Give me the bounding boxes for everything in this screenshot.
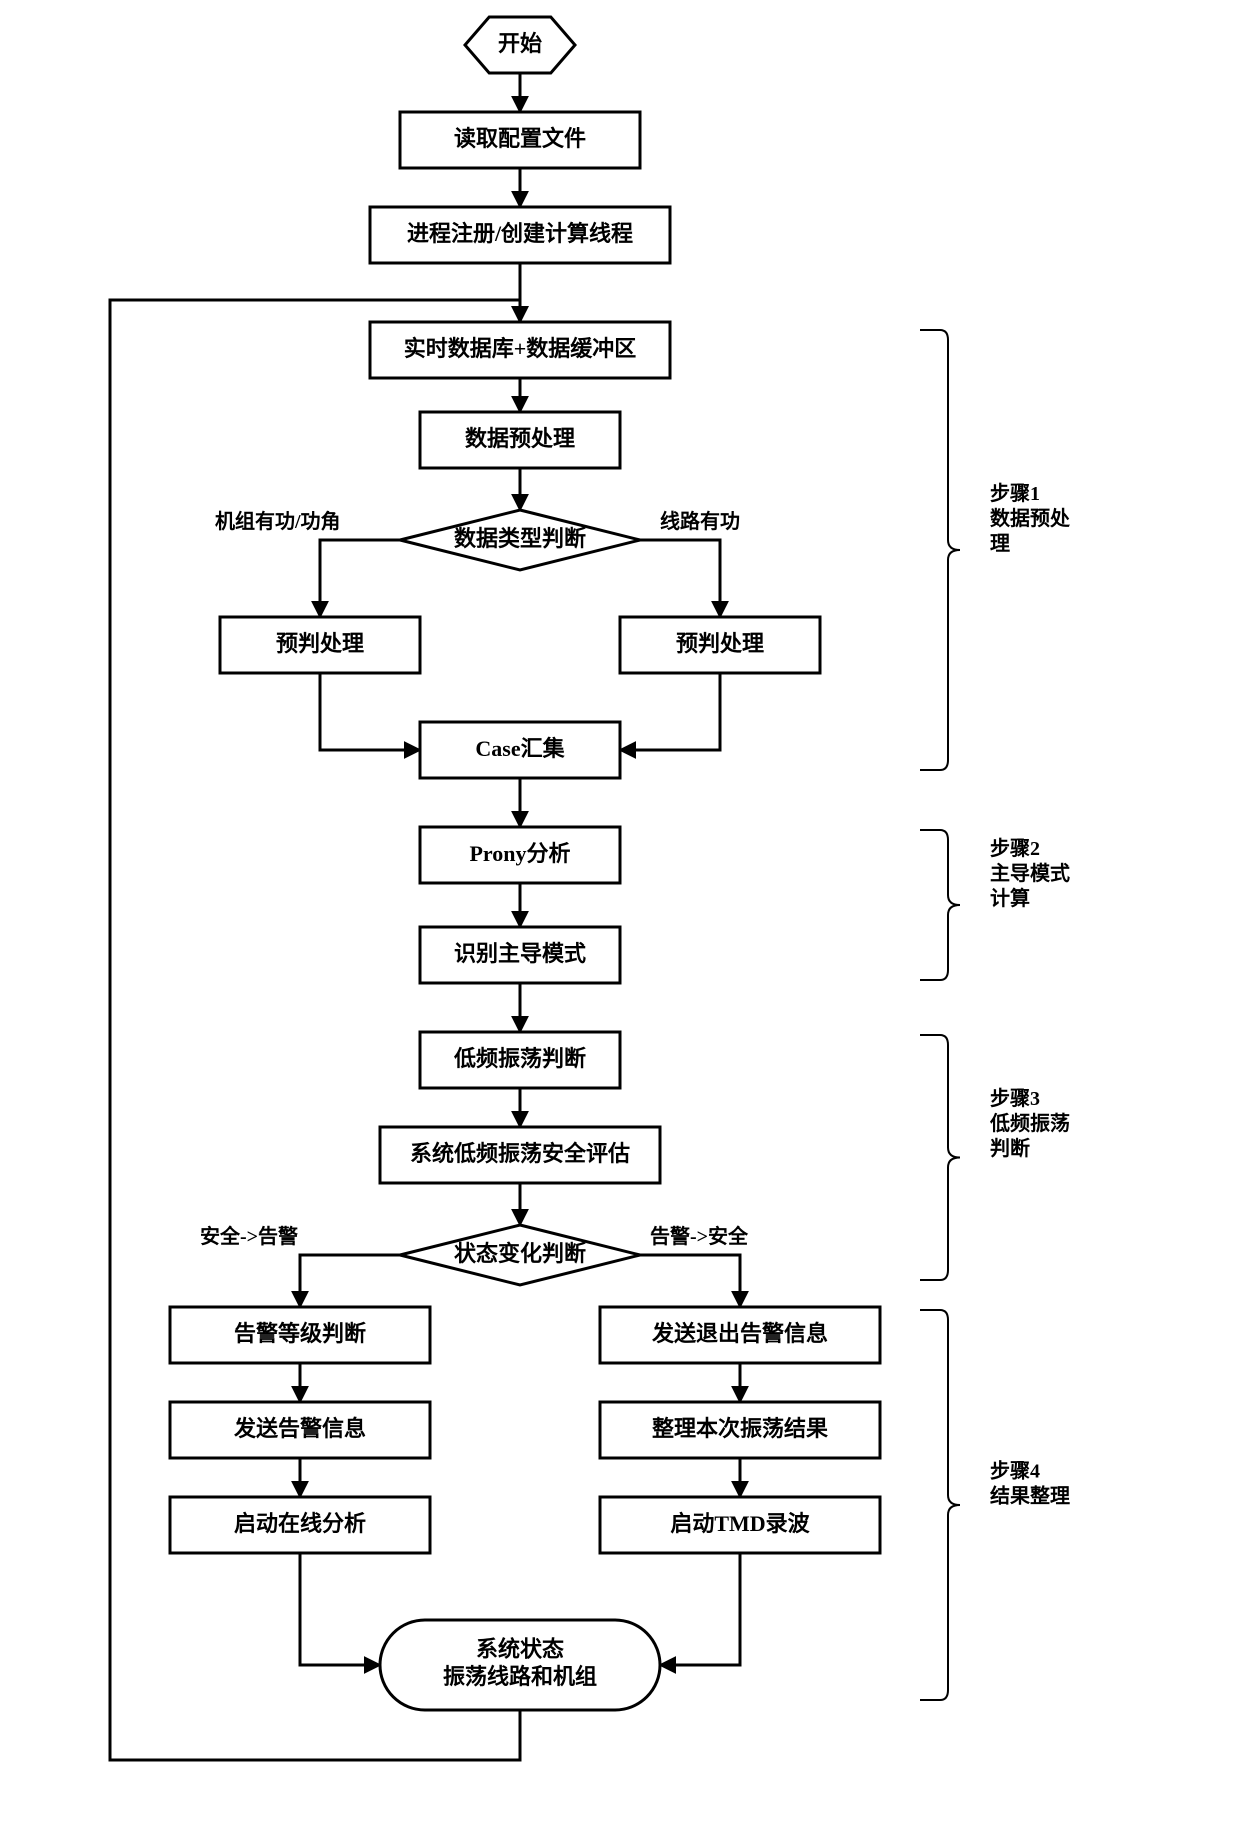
node-statedec: 状态变化判断: [400, 1225, 640, 1285]
annotation-label: 计算: [990, 886, 1030, 910]
annotation-label: 理: [990, 533, 1010, 555]
edge-label: 机组有功/功角: [215, 509, 341, 533]
edge: [300, 1255, 400, 1307]
node-label: 数据类型判断: [454, 526, 586, 551]
flowchart-canvas: 机组有功/功角线路有功安全->告警告警->安全开始读取配置文件进程注册/创建计算…: [0, 0, 1240, 1828]
node-label: 发送退出告警信息: [651, 1321, 828, 1346]
node-sendalarm: 发送告警信息: [170, 1402, 430, 1458]
edge: [660, 1553, 740, 1665]
node-label: Case汇集: [475, 736, 565, 761]
node-label: 读取配置文件: [454, 126, 586, 151]
edge: [640, 1255, 740, 1307]
edge-label: 告警->安全: [650, 1224, 749, 1248]
bracket: [920, 1035, 960, 1280]
edge: [320, 673, 420, 750]
node-readcfg: 读取配置文件: [400, 112, 640, 168]
node-prony: Prony分析: [420, 827, 620, 883]
node-register: 进程注册/创建计算线程: [370, 207, 670, 263]
node-label: 预判处理: [676, 631, 764, 656]
annotation-label: 步骤4: [990, 1460, 1040, 1483]
node-typedec: 数据类型判断: [400, 510, 640, 570]
edge: [300, 1553, 380, 1665]
node-label: 系统状态: [476, 1636, 564, 1661]
edge: [320, 540, 400, 617]
node-label: 识别主导模式: [454, 941, 586, 966]
node-label: 开始: [498, 31, 542, 56]
node-label: 数据预处理: [465, 426, 575, 451]
annotation-label: 步骤1: [990, 482, 1040, 505]
annotation-label: 步骤3: [990, 1087, 1040, 1110]
node-prejudgeR: 预判处理: [620, 617, 820, 673]
annotation-label: 结果整理: [990, 1484, 1070, 1508]
node-preproc: 数据预处理: [420, 412, 620, 468]
node-alarmlvl: 告警等级判断: [170, 1307, 430, 1363]
node-safeeva: 系统低频振荡安全评估: [380, 1127, 660, 1183]
node-db: 实时数据库+数据缓冲区: [370, 322, 670, 378]
node-prejudgeL: 预判处理: [220, 617, 420, 673]
edge: [640, 540, 720, 617]
bracket: [920, 1310, 960, 1700]
node-label: 状态变化判断: [454, 1241, 586, 1266]
node-label: 振荡线路和机组: [443, 1664, 597, 1689]
annotation-label: 步骤2: [990, 837, 1040, 860]
edge-label: 安全->告警: [200, 1224, 298, 1248]
node-startonline: 启动在线分析: [170, 1497, 430, 1553]
annotation-label: 数据预处: [990, 506, 1071, 530]
node-orgresult: 整理本次振荡结果: [600, 1402, 880, 1458]
node-label: 告警等级判断: [234, 1321, 366, 1346]
bracket: [920, 330, 960, 770]
node-label: 进程注册/创建计算线程: [407, 221, 633, 246]
node-label: 发送告警信息: [233, 1416, 366, 1441]
node-casecol: Case汇集: [420, 722, 620, 778]
node-label: 实时数据库+数据缓冲区: [404, 336, 637, 361]
node-label: 启动TMD录波: [670, 1511, 810, 1536]
node-label: 预判处理: [276, 631, 364, 656]
annotation-label: 主导模式: [990, 861, 1070, 885]
annotation-label: 低频振荡: [989, 1111, 1070, 1135]
node-start: 开始: [465, 17, 575, 73]
annotation-label: 判断: [990, 1136, 1030, 1160]
nodes-layer: 开始读取配置文件进程注册/创建计算线程实时数据库+数据缓冲区数据预处理数据类型判…: [170, 17, 880, 1710]
node-identmode: 识别主导模式: [420, 927, 620, 983]
annotations-layer: 步骤1数据预处理步骤2主导模式计算步骤3低频振荡判断步骤4结果整理: [920, 330, 1071, 1700]
node-label: 低频振荡判断: [453, 1046, 586, 1071]
node-lfdec: 低频振荡判断: [420, 1032, 620, 1088]
node-starttmd: 启动TMD录波: [600, 1497, 880, 1553]
node-sendexit: 发送退出告警信息: [600, 1307, 880, 1363]
node-sysstate: 系统状态振荡线路和机组: [380, 1620, 660, 1710]
node-label: 整理本次振荡结果: [652, 1416, 828, 1441]
node-label: 系统低频振荡安全评估: [410, 1141, 630, 1166]
bracket: [920, 830, 960, 980]
edge: [620, 673, 720, 750]
edge-label: 线路有功: [660, 509, 740, 533]
node-label: Prony分析: [469, 841, 570, 866]
node-label: 启动在线分析: [234, 1511, 366, 1536]
